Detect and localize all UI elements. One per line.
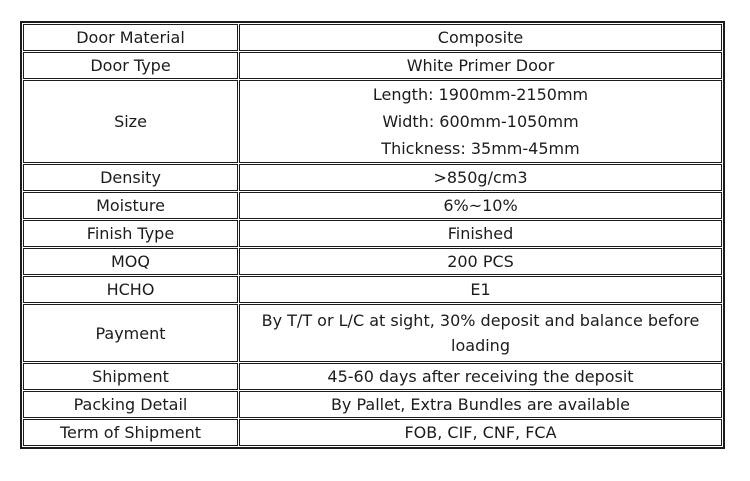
spec-table: Door Material Composite Door Type White … — [20, 21, 725, 449]
row-value-density: >850g/cm3 — [239, 164, 722, 191]
row-label-packing-detail: Packing Detail — [23, 391, 238, 418]
row-label-size: Size — [23, 80, 238, 163]
row-label-density: Density — [23, 164, 238, 191]
row-value-term-of-shipment: FOB, CIF, CNF, FCA — [239, 419, 722, 446]
row-value-moisture: 6%~10% — [239, 192, 722, 219]
row-value-size: Length: 1900mm-2150mm Width: 600mm-1050m… — [239, 80, 722, 163]
row-label-door-material: Door Material — [23, 24, 238, 51]
row-label-shipment: Shipment — [23, 363, 238, 390]
row-label-hcho: HCHO — [23, 276, 238, 303]
row-label-door-type: Door Type — [23, 52, 238, 79]
row-value-shipment: 45-60 days after receiving the deposit — [239, 363, 722, 390]
table-row-door-type: Door Type White Primer Door — [23, 52, 722, 79]
size-width-line: Width: 600mm-1050mm — [382, 112, 579, 131]
row-value-payment: By T/T or L/C at sight, 30% deposit and … — [239, 304, 722, 362]
row-label-finish-type: Finish Type — [23, 220, 238, 247]
table-row-payment: Payment By T/T or L/C at sight, 30% depo… — [23, 304, 722, 362]
table-row-door-material: Door Material Composite — [23, 24, 722, 51]
table-row-moq: MOQ 200 PCS — [23, 248, 722, 275]
row-value-door-material: Composite — [239, 24, 722, 51]
table-row-hcho: HCHO E1 — [23, 276, 722, 303]
row-label-term-of-shipment: Term of Shipment — [23, 419, 238, 446]
row-label-moq: MOQ — [23, 248, 238, 275]
table-row-moisture: Moisture 6%~10% — [23, 192, 722, 219]
row-label-payment: Payment — [23, 304, 238, 362]
row-value-hcho: E1 — [239, 276, 722, 303]
row-value-packing-detail: By Pallet, Extra Bundles are available — [239, 391, 722, 418]
table-row-term-of-shipment: Term of Shipment FOB, CIF, CNF, FCA — [23, 419, 722, 446]
row-label-moisture: Moisture — [23, 192, 238, 219]
size-thickness-line: Thickness: 35mm-45mm — [381, 139, 580, 158]
table-row-shipment: Shipment 45-60 days after receiving the … — [23, 363, 722, 390]
row-value-moq: 200 PCS — [239, 248, 722, 275]
size-length-line: Length: 1900mm-2150mm — [372, 85, 589, 104]
row-value-door-type: White Primer Door — [239, 52, 722, 79]
table-row-finish-type: Finish Type Finished — [23, 220, 722, 247]
table-row-size: Size Length: 1900mm-2150mm Width: 600mm-… — [23, 80, 722, 163]
table-row-density: Density >850g/cm3 — [23, 164, 722, 191]
table-row-packing-detail: Packing Detail By Pallet, Extra Bundles … — [23, 391, 722, 418]
row-value-finish-type: Finished — [239, 220, 722, 247]
